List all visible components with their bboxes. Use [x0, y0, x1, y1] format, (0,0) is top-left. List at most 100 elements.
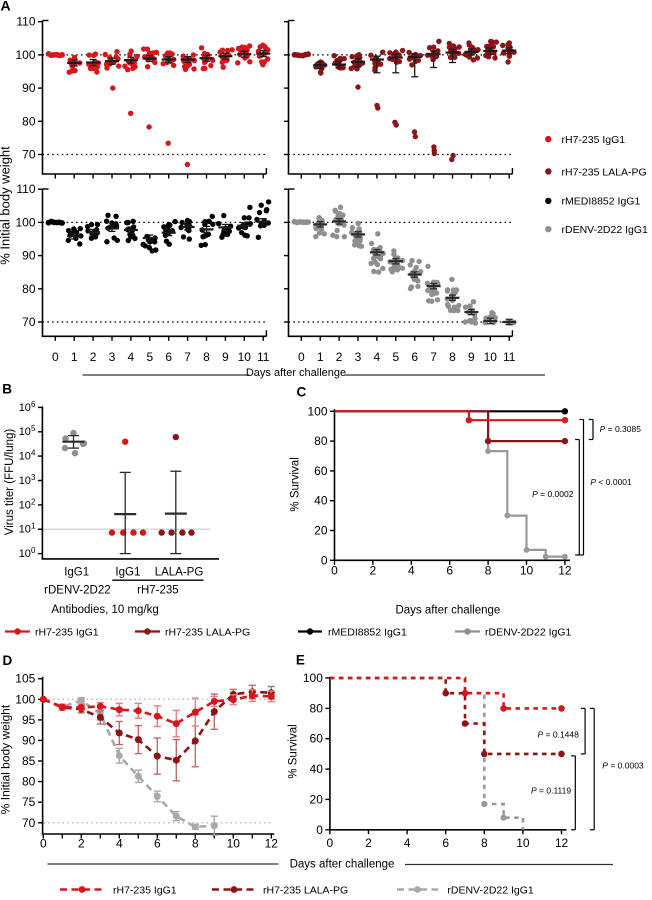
svg-text:rMEDI8852 IgG1: rMEDI8852 IgG1	[562, 196, 641, 208]
svg-text:100: 100	[15, 215, 35, 229]
svg-text:IgG1: IgG1	[115, 567, 140, 579]
svg-text:40: 40	[310, 762, 324, 776]
svg-text:5: 5	[146, 350, 153, 364]
svg-text:70: 70	[22, 148, 36, 162]
svg-text:9: 9	[222, 350, 229, 364]
svg-text:100: 100	[307, 404, 327, 418]
svg-text:8: 8	[485, 564, 492, 578]
svg-text:6: 6	[165, 350, 172, 364]
svg-text:80: 80	[22, 282, 36, 296]
svg-text:5: 5	[392, 350, 399, 364]
svg-text:rH7-235 LALA-PG: rH7-235 LALA-PG	[263, 884, 348, 896]
svg-text:3: 3	[355, 350, 362, 364]
svg-text:Antibodies, 10 mg/kg: Antibodies, 10 mg/kg	[51, 604, 158, 616]
svg-text:70: 70	[22, 816, 36, 830]
svg-text:1: 1	[317, 350, 324, 364]
svg-text:12: 12	[558, 564, 572, 578]
svg-text:10: 10	[484, 350, 498, 364]
svg-text:4: 4	[128, 350, 135, 364]
svg-text:P = 0.1119: P = 0.1119	[531, 786, 571, 796]
svg-text:8: 8	[203, 350, 210, 364]
svg-text:4: 4	[374, 350, 381, 364]
svg-text:rH7-235 IgG1: rH7-235 IgG1	[562, 134, 626, 146]
svg-text:A: A	[1, 0, 11, 14]
svg-text:6: 6	[411, 350, 418, 364]
svg-text:0: 0	[331, 564, 338, 578]
svg-text:LALA-PG: LALA-PG	[155, 567, 204, 579]
svg-text:60: 60	[310, 732, 324, 746]
svg-text:Virus titer (FFU/lung): Virus titer (FFU/lung)	[4, 429, 16, 536]
svg-text:B: B	[2, 382, 12, 397]
svg-text:20: 20	[310, 792, 324, 806]
svg-text:80: 80	[22, 114, 36, 128]
svg-text:0: 0	[298, 350, 305, 364]
svg-text:90: 90	[22, 249, 36, 263]
svg-text:P = 0.0003: P = 0.0003	[602, 760, 644, 770]
svg-text:0: 0	[321, 553, 328, 567]
svg-text:80: 80	[314, 434, 328, 448]
svg-text:D: D	[3, 653, 13, 668]
svg-text:60: 60	[314, 464, 328, 478]
svg-text:0: 0	[52, 350, 59, 364]
svg-text:7: 7	[430, 350, 437, 364]
svg-text:85: 85	[22, 754, 36, 768]
svg-text:2: 2	[336, 350, 343, 364]
svg-text:7: 7	[184, 350, 191, 364]
svg-text:rH7-235 IgG1: rH7-235 IgG1	[113, 884, 177, 896]
svg-text:Days after challenge: Days after challenge	[290, 859, 395, 871]
svg-text:1: 1	[71, 350, 78, 364]
svg-text:% Survival: % Survival	[288, 724, 300, 778]
svg-text:100: 100	[15, 692, 35, 706]
svg-text:11: 11	[257, 350, 270, 364]
svg-text:C: C	[297, 385, 307, 400]
svg-text:8: 8	[192, 837, 199, 851]
svg-text:rMEDI8852 IgG1: rMEDI8852 IgG1	[328, 626, 407, 638]
svg-text:6: 6	[442, 836, 449, 850]
svg-text:70: 70	[22, 315, 36, 329]
svg-text:100: 100	[303, 671, 323, 685]
svg-text:% Initial body weight: % Initial body weight	[0, 704, 13, 814]
svg-text:80: 80	[22, 775, 36, 789]
svg-text:6: 6	[446, 564, 453, 578]
svg-text:40: 40	[314, 494, 328, 508]
svg-text:12: 12	[555, 836, 569, 850]
svg-text:2: 2	[365, 836, 372, 850]
svg-text:rDENV-2D22 IgG1: rDENV-2D22 IgG1	[485, 626, 572, 638]
svg-text:10: 10	[516, 836, 530, 850]
svg-text:110: 110	[16, 182, 35, 196]
svg-text:0: 0	[316, 823, 323, 837]
svg-text:100: 100	[15, 48, 35, 62]
svg-text:P = 0.1448: P = 0.1448	[538, 730, 580, 740]
svg-text:10: 10	[238, 350, 252, 364]
svg-text:11: 11	[503, 350, 516, 364]
svg-text:90: 90	[22, 733, 36, 747]
svg-text:90: 90	[22, 81, 36, 95]
svg-text:Days after challenge: Days after challenge	[395, 605, 500, 617]
svg-text:20: 20	[314, 524, 328, 538]
svg-text:rH7-235 LALA-PG: rH7-235 LALA-PG	[562, 166, 647, 178]
svg-text:4: 4	[404, 836, 411, 850]
svg-text:P < 0.0001: P < 0.0001	[590, 477, 632, 487]
svg-text:% Survival: % Survival	[290, 457, 302, 511]
svg-text:0: 0	[327, 836, 334, 850]
svg-text:9: 9	[468, 350, 475, 364]
svg-text:75: 75	[22, 795, 36, 809]
svg-text:4: 4	[116, 837, 123, 851]
svg-text:0: 0	[40, 837, 47, 851]
svg-text:10: 10	[520, 564, 534, 578]
svg-text:110: 110	[16, 15, 35, 29]
svg-text:rH7-235: rH7-235	[137, 585, 179, 597]
svg-text:P = 0.0002: P = 0.0002	[532, 489, 574, 499]
svg-text:2: 2	[90, 350, 97, 364]
svg-text:% Initial body weight: % Initial body weight	[0, 146, 13, 265]
svg-text:E: E	[296, 653, 305, 668]
svg-text:IgG1: IgG1	[64, 567, 89, 579]
svg-text:2: 2	[370, 564, 377, 578]
svg-text:8: 8	[481, 836, 488, 850]
svg-text:4: 4	[408, 564, 415, 578]
svg-text:95: 95	[22, 713, 36, 727]
svg-text:2: 2	[78, 837, 85, 851]
svg-text:105: 105	[15, 672, 35, 686]
svg-text:rH7-235 LALA-PG: rH7-235 LALA-PG	[165, 626, 250, 638]
svg-text:Days after challenge: Days after challenge	[246, 367, 346, 379]
